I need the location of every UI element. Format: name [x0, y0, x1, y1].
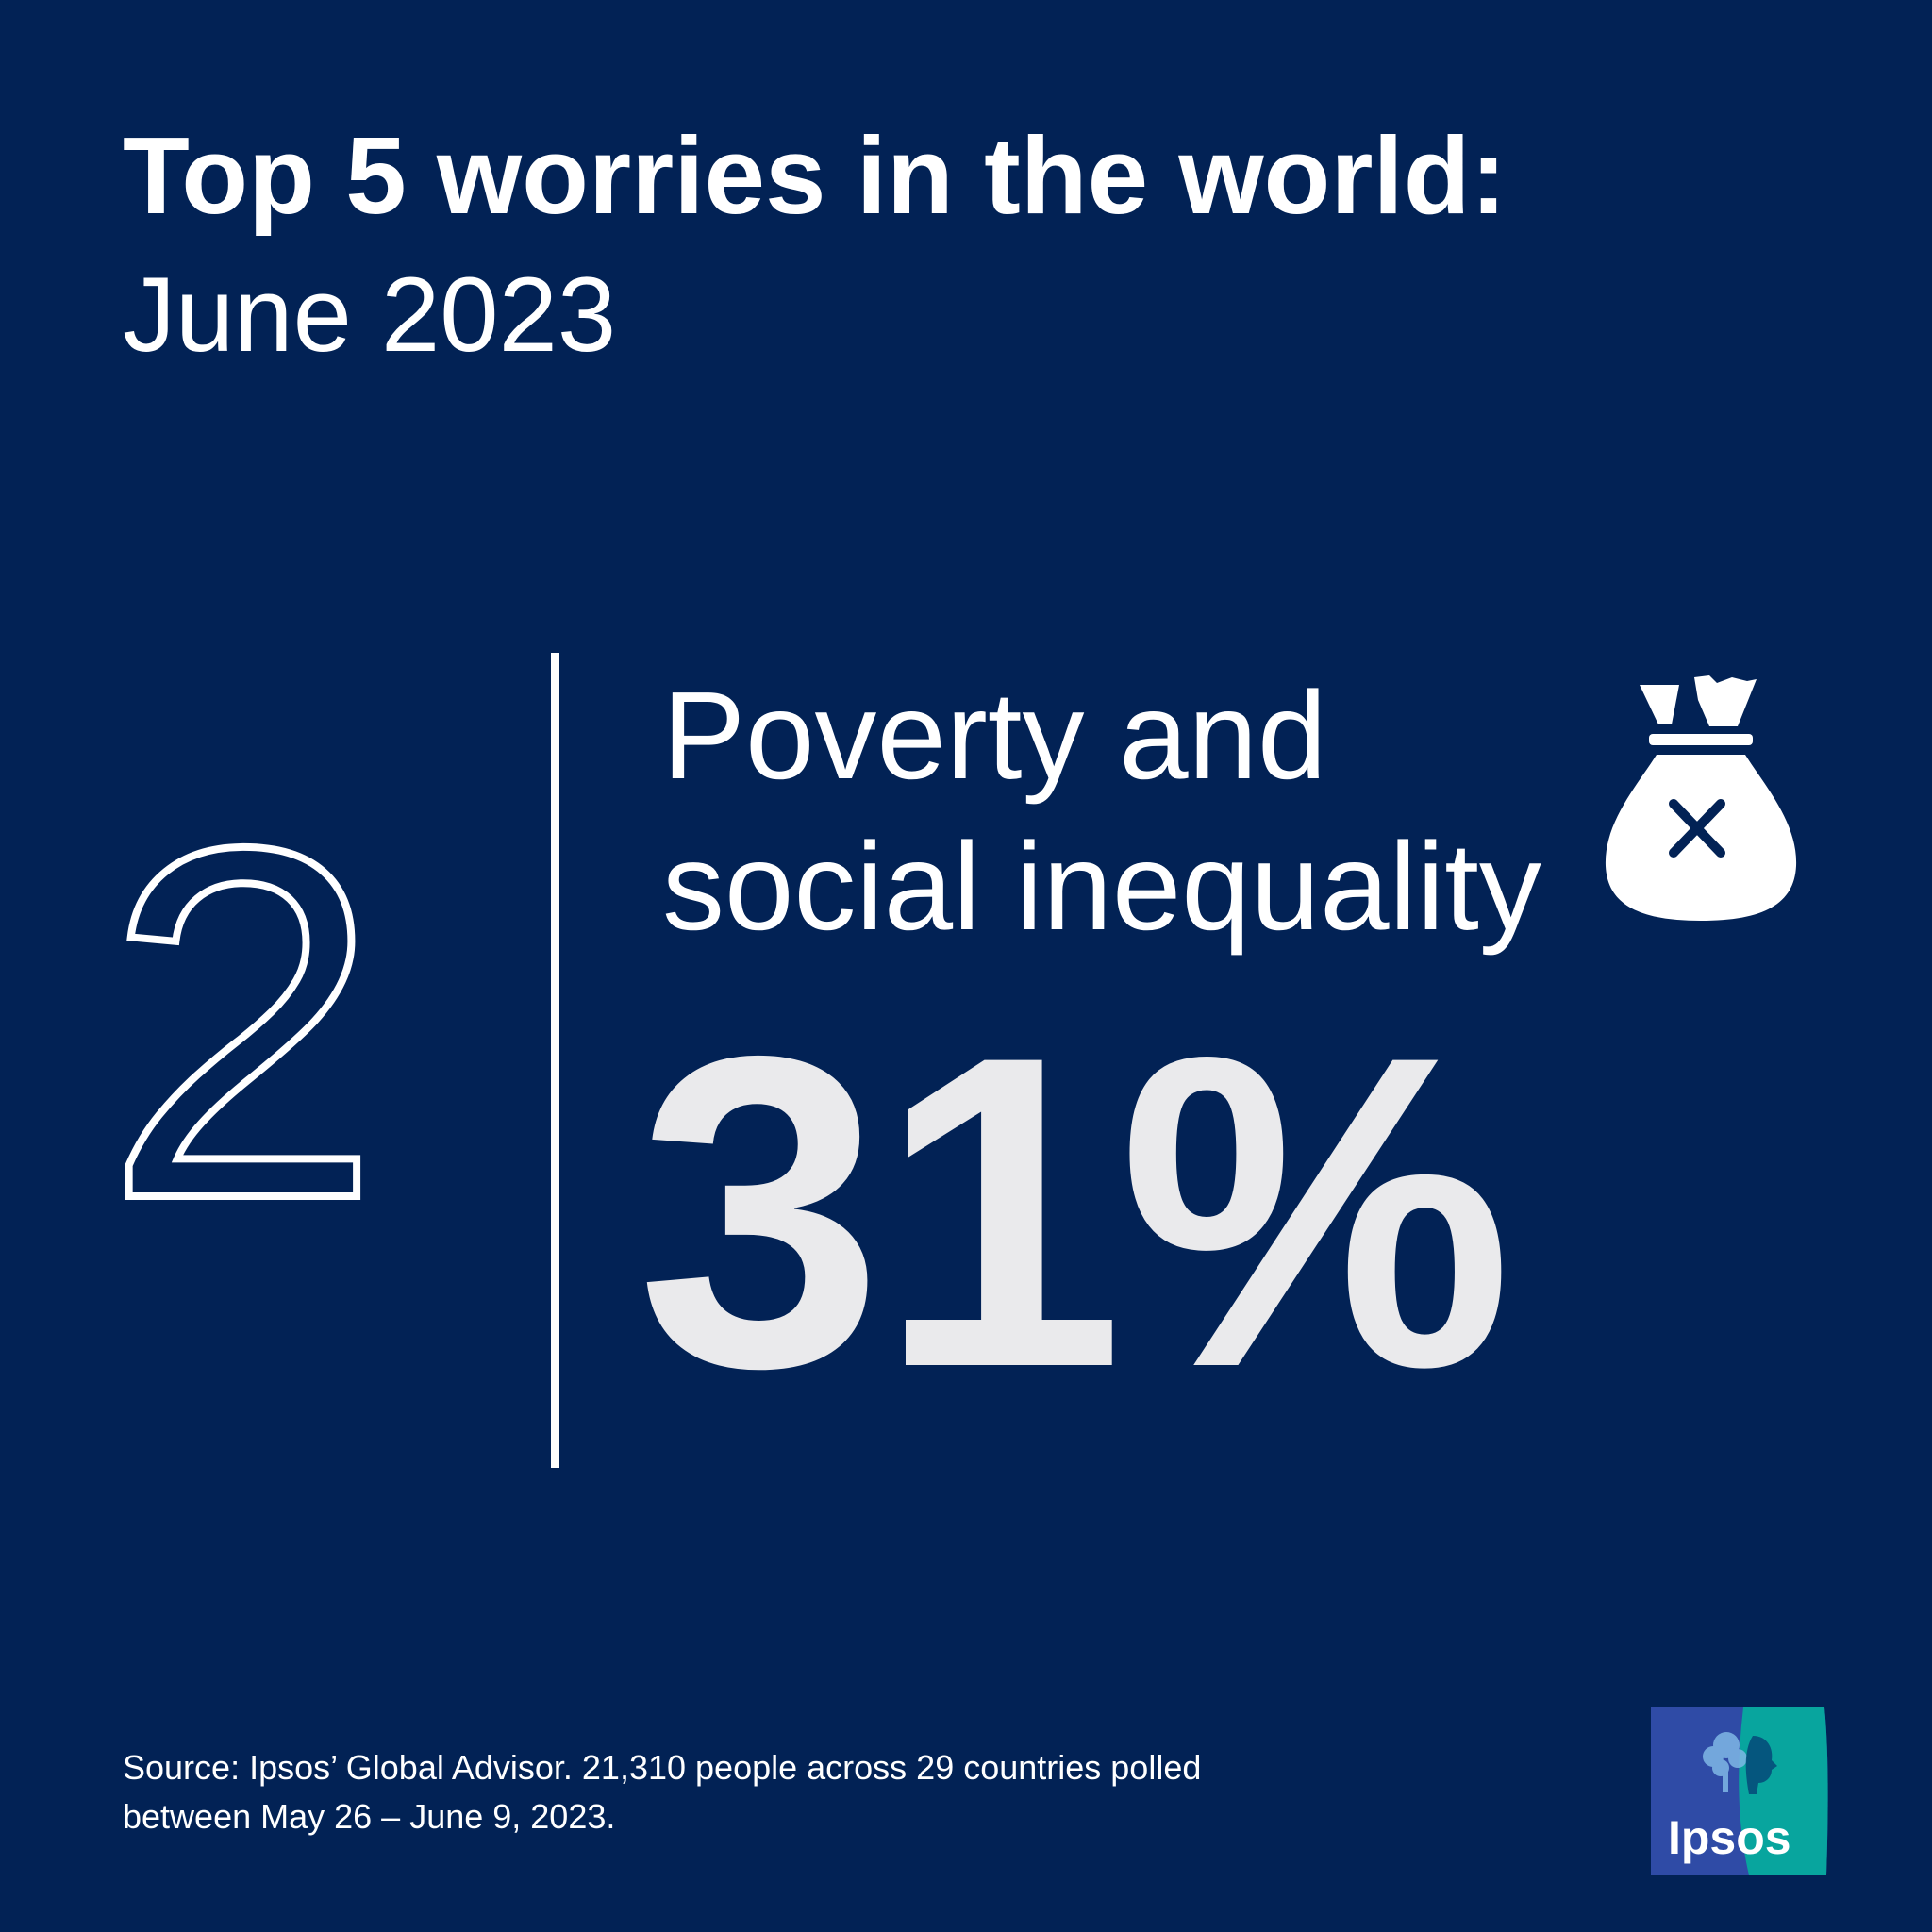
- ipsos-logo: Ipsos: [1651, 1707, 1828, 1875]
- source-note-line-2: between May 26 – June 9, 2023.: [123, 1797, 616, 1836]
- ipsos-logo-text: Ipsos: [1668, 1811, 1791, 1864]
- worry-label: Poverty and social inequality: [662, 660, 1541, 962]
- worry-label-line-1: Poverty and: [662, 666, 1327, 805]
- source-note-line-1: Source: Ipsos’ Global Advisor. 21,310 pe…: [123, 1748, 1202, 1787]
- rank-number: 2: [100, 744, 386, 1303]
- vertical-divider: [551, 653, 559, 1468]
- page-title: Top 5 worries in the world:: [123, 114, 1507, 237]
- worry-label-line-2: social inequality: [662, 817, 1541, 956]
- money-bag-x-icon: [1605, 675, 1797, 921]
- page-subtitle-date: June 2023: [123, 256, 617, 374]
- worry-percentage: 31%: [637, 964, 1513, 1459]
- source-note: Source: Ipsos’ Global Advisor. 21,310 pe…: [123, 1743, 1349, 1841]
